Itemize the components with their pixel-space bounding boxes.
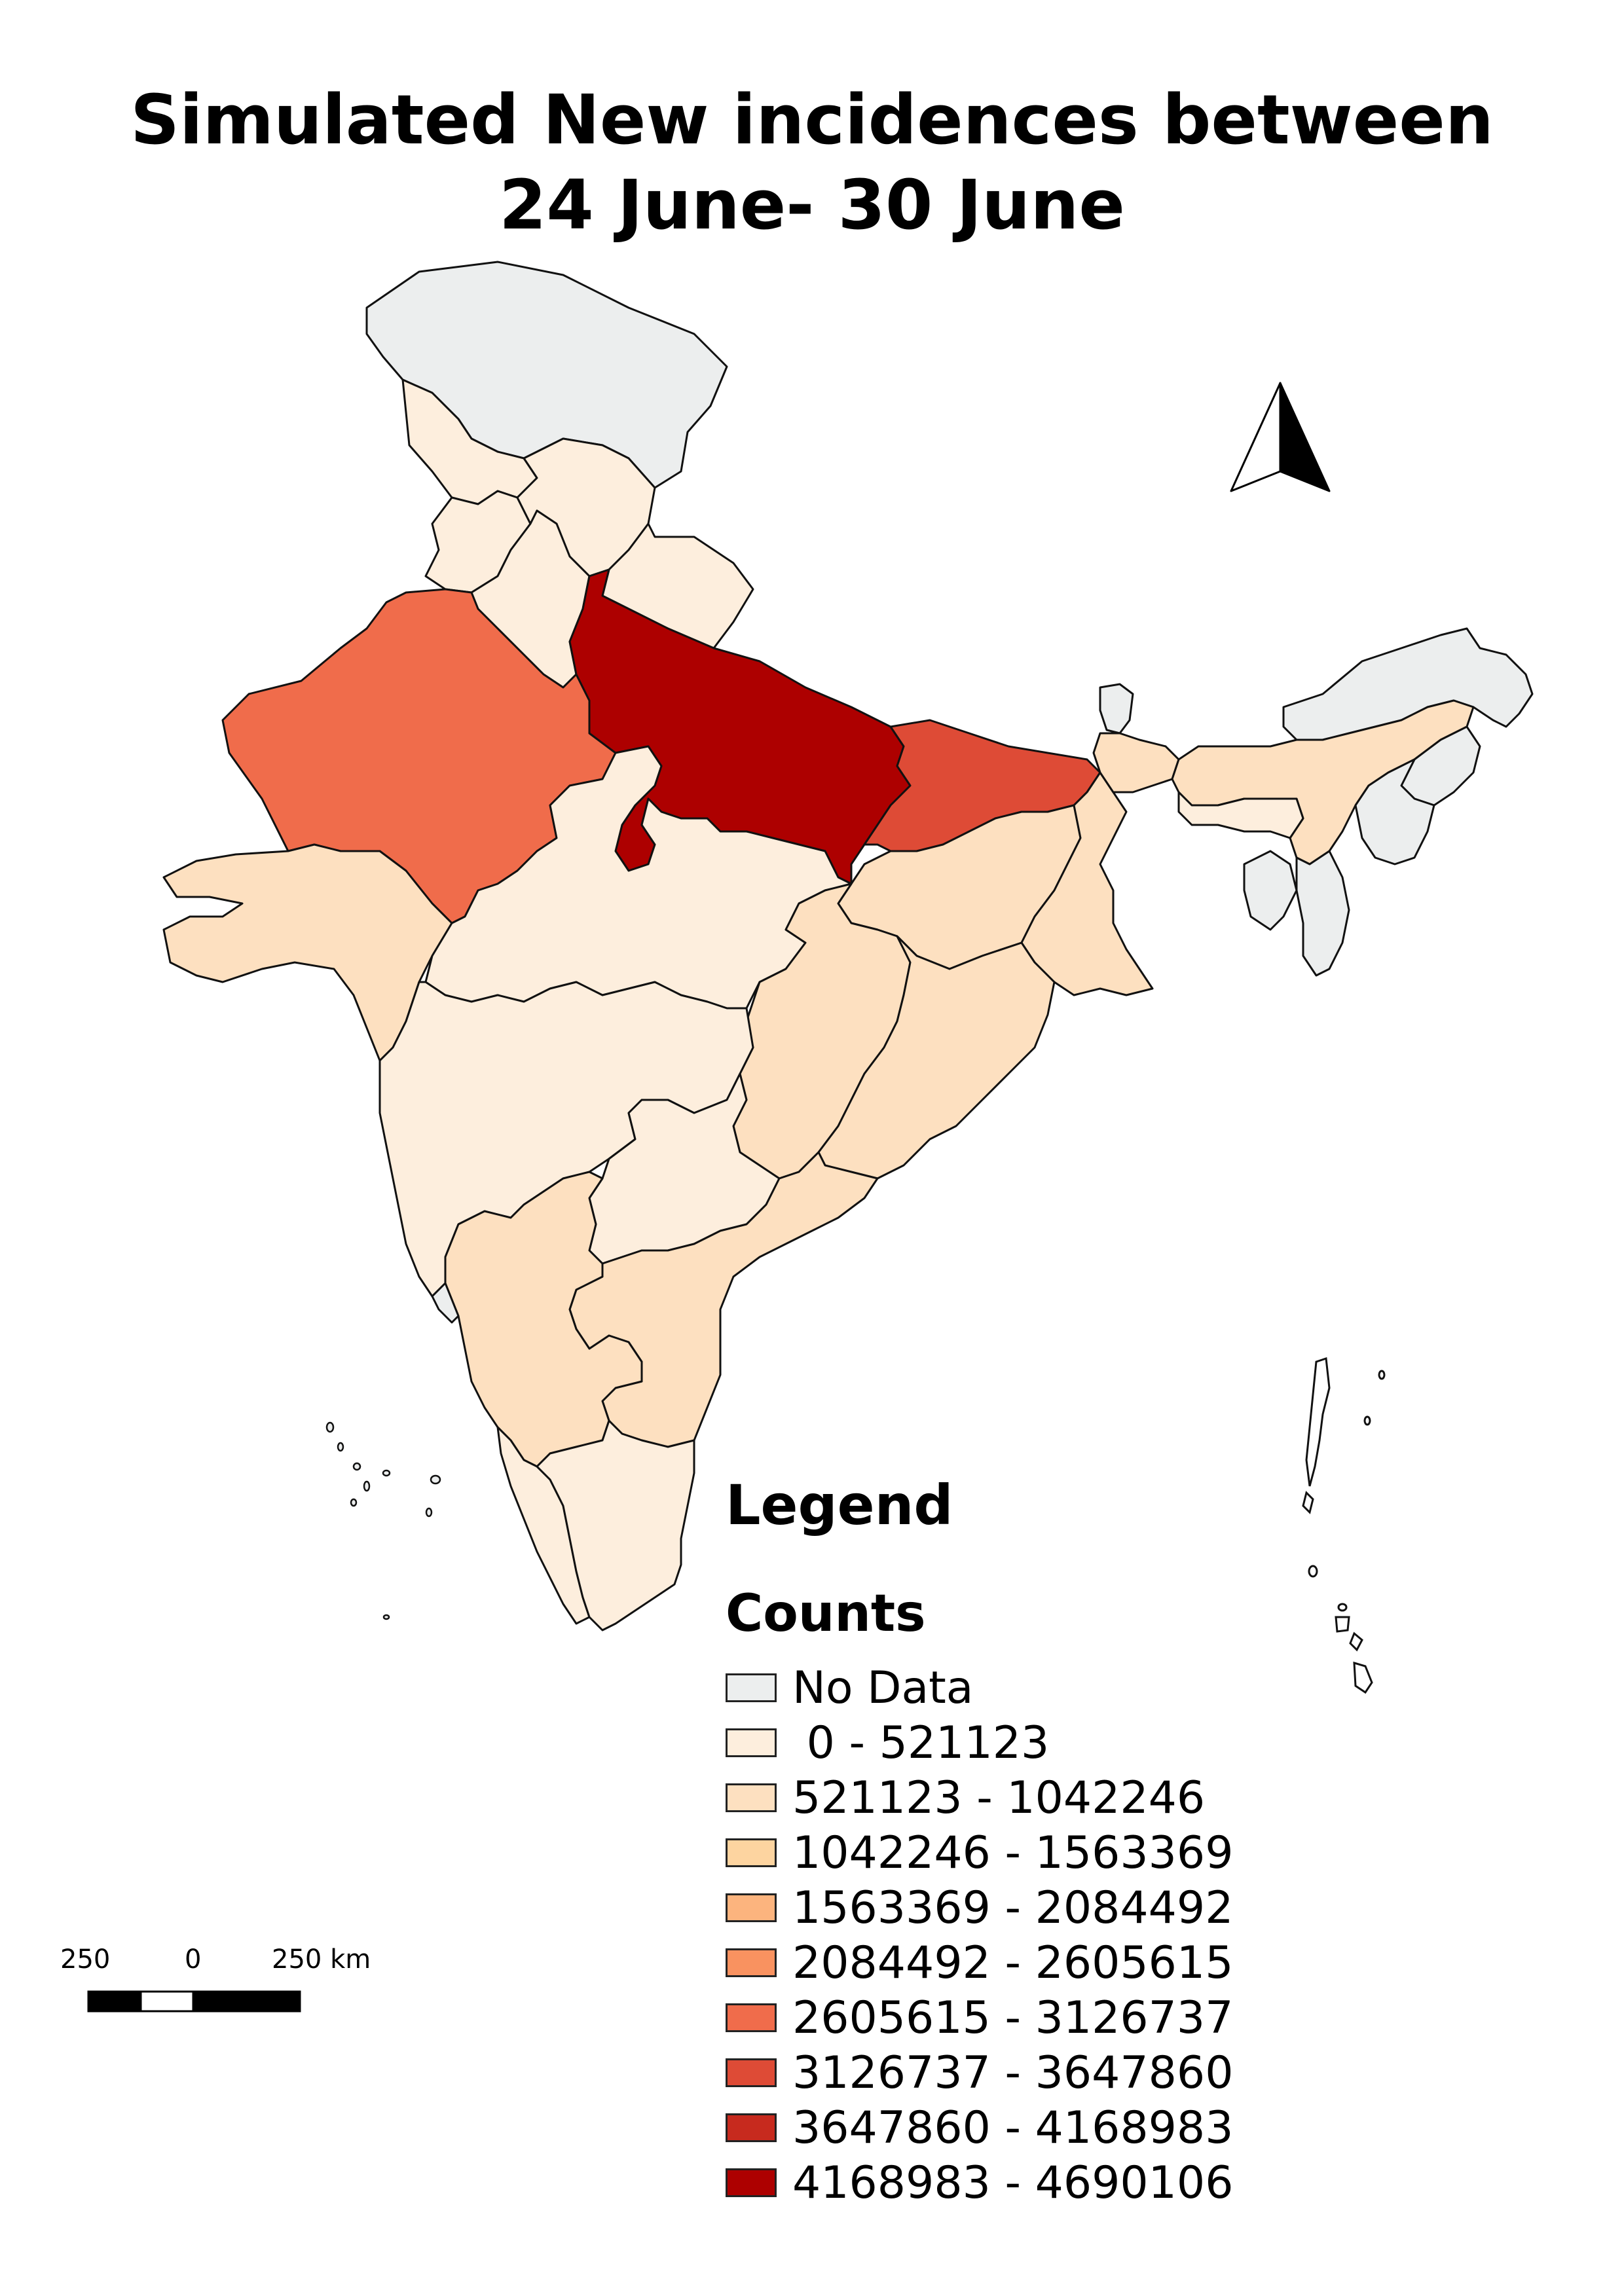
region-manipur xyxy=(1354,758,1435,866)
legend-entry: 4168983 - 4690106 xyxy=(726,2157,1233,2209)
scale-label-right: 250 km xyxy=(272,1944,371,1975)
legend-swatch xyxy=(726,2168,777,2197)
region-meghalaya xyxy=(1177,791,1304,839)
legend-entry: 2605615 - 3126737 xyxy=(726,1992,1233,2044)
legend-swatch xyxy=(726,1673,777,1702)
north-arrow-icon xyxy=(1230,382,1331,492)
title-line-2: 24 June- 30 June xyxy=(499,165,1125,245)
legend-swatch xyxy=(726,2058,777,2087)
region-goa xyxy=(431,1282,460,1324)
andaman-nicobar-islands xyxy=(1302,1357,1386,1694)
legend-label: 0 - 521123 xyxy=(792,1717,1050,1769)
title-line-1: Simulated New incidences between xyxy=(130,80,1494,160)
legend-label: No Data xyxy=(792,1662,974,1714)
legend-entry: 3126737 - 3647860 xyxy=(726,2047,1233,2099)
legend-entry: 1563369 - 2084492 xyxy=(726,1882,1233,1934)
legend-swatch xyxy=(726,1728,777,1757)
region-gujarat xyxy=(162,843,453,1062)
legend-entry: 3647860 - 4168983 xyxy=(726,2102,1233,2154)
legend-subheading: Counts xyxy=(726,1584,926,1643)
legend-label: 4168983 - 4690106 xyxy=(792,2157,1234,2209)
legend-swatch xyxy=(726,1838,777,1867)
legend-swatch xyxy=(726,1783,777,1812)
scale-bar xyxy=(87,1990,301,2013)
legend-entry: 1042246 - 1563369 xyxy=(726,1827,1233,1879)
region-odisha xyxy=(817,935,1056,1180)
region-mizoram xyxy=(1295,850,1350,977)
scale-label-left: 250 xyxy=(60,1944,111,1975)
legend-label: 1042246 - 1563369 xyxy=(792,1827,1234,1879)
scale-label-zero: 0 xyxy=(185,1944,202,1975)
region-west-bengal-north xyxy=(1092,732,1180,793)
legend-swatch xyxy=(726,1893,777,1922)
map-title: Simulated New incidences between 24 June… xyxy=(0,77,1624,247)
lakshadweep-islands xyxy=(325,1421,441,1620)
legend-label: 2084492 - 2605615 xyxy=(792,1937,1234,1989)
region-tripura xyxy=(1243,850,1298,931)
legend-entry: No Data xyxy=(726,1662,973,1714)
legend-label: 2605615 - 3126737 xyxy=(792,1992,1234,2044)
legend-entry: 0 - 521123 xyxy=(726,1717,1049,1769)
legend-label: 3126737 - 3647860 xyxy=(792,2047,1234,2099)
legend-entry: 2084492 - 2605615 xyxy=(726,1937,1233,1989)
legend-label: 3647860 - 4168983 xyxy=(792,2102,1234,2154)
region-tamil-nadu xyxy=(536,1419,695,1631)
legend-label: 1563369 - 2084492 xyxy=(792,1882,1234,1934)
region-west-bengal xyxy=(1020,771,1154,996)
legend-swatch xyxy=(726,2113,777,2142)
legend-heading: Legend xyxy=(726,1473,953,1537)
region-sikkim xyxy=(1099,683,1134,735)
legend-swatch xyxy=(726,1948,777,1977)
legend-swatch xyxy=(726,2003,777,2032)
state-polygons xyxy=(162,261,1534,1631)
legend-label: 521123 - 1042246 xyxy=(792,1772,1206,1824)
legend-entry: 521123 - 1042246 xyxy=(726,1772,1205,1824)
